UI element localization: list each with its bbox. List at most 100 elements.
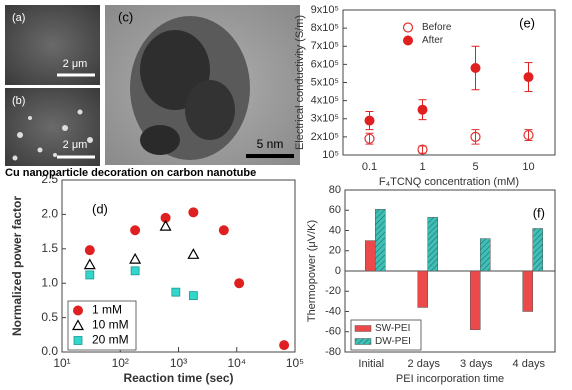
legend-label: After (422, 35, 444, 46)
legend: SW-PEI DW-PEI (350, 319, 422, 351)
x-tick-label: 1 (419, 161, 425, 173)
marker (234, 278, 245, 289)
y-tick-label: 0 (335, 265, 341, 277)
panel-label: (f) (533, 205, 545, 220)
marker (403, 35, 413, 46)
panel-label: (b) (12, 95, 25, 107)
y-tick-label: 5x10⁵ (311, 76, 339, 88)
error-bar (365, 132, 374, 145)
legend: Before After (402, 22, 452, 46)
x-axis-label: Reaction time (sec) (123, 371, 233, 385)
y-tick-label: 9x10⁵ (311, 4, 339, 16)
y-tick-label: 40 (329, 224, 341, 236)
bar (532, 228, 543, 272)
y-tick-label: 1.5 (41, 241, 58, 255)
marker (523, 129, 534, 141)
x-tick-label: 10⁴ (227, 356, 246, 370)
marker (470, 131, 481, 142)
y-tick-label: 4x10⁵ (311, 95, 339, 107)
legend-label: 1 mM (92, 303, 122, 317)
error-bar (524, 129, 533, 141)
marker (130, 225, 141, 236)
y-tick-label: 2x10⁵ (311, 131, 339, 143)
x-axis-label: PEI incorporation time (396, 373, 504, 385)
y-tick-label: -20 (325, 285, 341, 297)
marker (159, 219, 172, 231)
legend-label: SW-PEI (375, 323, 410, 334)
x-tick-label: 2 days (408, 358, 441, 370)
y-tick-label: 0.5 (41, 310, 58, 324)
x-tick-label: 10⁵ (286, 356, 304, 370)
x-tick-label: 5 (472, 161, 478, 173)
y-tick-label: 6x10⁵ (311, 58, 339, 70)
y-axis-label: Normalized power factor (10, 196, 24, 336)
y-tick-label: -40 (325, 305, 341, 317)
marker (188, 291, 198, 300)
x-tick-label: 10 (522, 161, 534, 173)
error-bar (418, 145, 427, 154)
y-tick-label: 3x10⁵ (311, 113, 339, 125)
panel-label: (a) (12, 12, 25, 24)
marker (84, 245, 95, 256)
marker (364, 115, 375, 126)
marker (187, 248, 200, 259)
marker (279, 340, 290, 351)
y-tick-label: 80 (329, 184, 341, 196)
marker (129, 252, 142, 264)
marker (71, 319, 85, 331)
scale-label: 5 nm (257, 137, 284, 151)
y-tick-label: 7x10⁵ (311, 40, 339, 52)
marker (160, 212, 171, 223)
scale-label: 2 μm (63, 58, 88, 70)
chart: 0.0 0.5 1.0 1.5 2.0 2.5 10¹ 10² 10³ 10⁴ 10⁵ Reactio… (5, 167, 304, 385)
y-axis-label: Electrical conductivity (S/m) (294, 15, 306, 150)
y-tick-label: 20 (329, 245, 341, 257)
marker (364, 133, 375, 144)
x-tick-label: 10¹ (53, 356, 70, 370)
y-tick-label: 2.5 (41, 172, 58, 186)
chart: -80 -60 -40 -20 0 20 40 60 80 Initial 2 days 3 days… (306, 184, 556, 385)
chart: 10⁵ 2x10⁵ 3x10⁵ 4x10⁵ 5x10⁵ 6x10⁵ 7x10⁵ 8x10⁵ 9x… (294, 4, 556, 188)
marker (218, 225, 229, 236)
y-tick-label: 60 (329, 204, 341, 216)
marker (85, 270, 95, 280)
marker (402, 22, 414, 33)
legend-frame (350, 319, 422, 351)
marker (417, 104, 428, 115)
x-tick-label: 4 days (513, 358, 546, 370)
x-axis-label: F₄TCNQ concentration (mM) (379, 176, 519, 188)
y-tick-label: 10⁵ (322, 149, 339, 161)
bar (365, 240, 376, 272)
y-tick-label: -60 (325, 326, 341, 338)
y-axis-label: Thermopower (μV/K) (306, 220, 318, 322)
legend-label: 10 mM (92, 318, 129, 332)
chart-title: Cu nanoparticle decoration on carbon nan… (5, 167, 256, 179)
image-a: (a) 2 μm (5, 5, 100, 85)
marker (130, 266, 140, 276)
marker (523, 72, 534, 83)
legend-label: 20 mM (92, 333, 129, 347)
legend-swatch (354, 338, 372, 345)
marker (470, 63, 481, 73)
scale-label: 2 μm (63, 139, 88, 151)
panel-label: (c) (118, 9, 133, 24)
x-tick-label: 3 days (460, 358, 493, 370)
x-tick-label: 0.1 (362, 161, 377, 173)
legend-swatch (354, 325, 372, 332)
bar (375, 208, 386, 272)
y-tick-label: -80 (325, 346, 341, 358)
marker (171, 287, 181, 297)
y-tick-label: 8x10⁵ (311, 22, 339, 34)
marker (83, 258, 96, 270)
x-tick-label: 10² (112, 356, 129, 370)
marker (73, 336, 83, 345)
panel-label: (d) (92, 201, 108, 216)
marker (188, 207, 199, 218)
bar (427, 217, 438, 272)
x-tick-label: Initial (358, 358, 384, 370)
image-c: (c) 5 nm (105, 5, 300, 165)
y-tick-label: 0.0 (41, 344, 58, 358)
x-tick-label: 10³ (170, 356, 187, 370)
